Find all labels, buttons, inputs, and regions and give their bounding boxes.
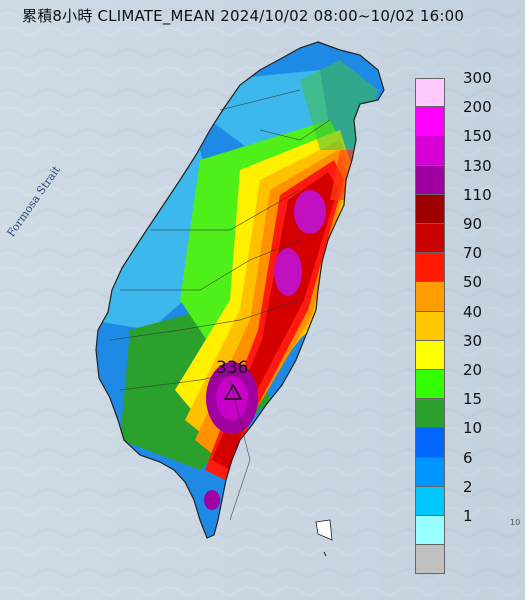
legend-swatch	[415, 253, 445, 283]
edge-mark: 10	[510, 518, 521, 527]
legend-swatch	[415, 78, 445, 108]
legend-swatch	[415, 370, 445, 400]
legend-label: 70	[463, 244, 483, 263]
legend-label: 110	[463, 185, 492, 204]
legend-swatch	[415, 516, 445, 546]
peak-triangle-icon	[224, 384, 242, 400]
legend-swatch	[415, 282, 445, 312]
legend-label: 150	[463, 127, 492, 146]
legend-row: 50	[415, 273, 515, 312]
legend-swatch	[415, 107, 445, 137]
legend-swatch	[415, 165, 445, 195]
peak-rainfall-value: 336	[216, 358, 249, 378]
legend-swatch	[415, 136, 445, 166]
legend-swatch	[415, 311, 445, 341]
legend-row	[415, 545, 515, 575]
legend-row: 70	[415, 244, 515, 283]
legend-swatch	[415, 340, 445, 370]
legend-label: 20	[463, 361, 483, 379]
legend-label: 90	[463, 215, 483, 233]
legend-row: 40	[415, 303, 515, 341]
legend-swatch	[415, 224, 445, 254]
legend-label: 300	[463, 69, 492, 87]
legend-label: 15	[463, 390, 483, 409]
legend-label: 1	[463, 507, 473, 525]
legend-swatch	[415, 194, 445, 224]
legend-swatch	[415, 545, 445, 575]
legend-swatch	[415, 486, 445, 516]
legend-row: 1	[415, 507, 515, 546]
legend-label: 30	[463, 331, 483, 350]
legend-row: 130	[415, 157, 515, 195]
legend-label: 50	[463, 273, 483, 292]
legend-row: 6	[415, 449, 515, 487]
legend-row: 15	[415, 390, 515, 429]
map-title: 累積8小時 CLIMATE_MEAN 2024/10/02 08:00~10/0…	[22, 7, 465, 25]
legend-row: 110	[415, 186, 515, 224]
legend-row: 30	[415, 332, 515, 370]
legend-row: 20	[415, 361, 515, 400]
legend-swatch	[415, 399, 445, 429]
legend-label: 2	[463, 477, 473, 496]
legend-row: 90	[415, 215, 515, 254]
legend-row: 2	[415, 478, 515, 516]
legend-row: 200	[415, 98, 515, 137]
legend-row: 300	[415, 69, 515, 108]
legend-label: 130	[463, 156, 492, 175]
legend-row: 10	[415, 419, 515, 458]
legend-label: 40	[463, 302, 483, 321]
legend-label: 6	[463, 448, 473, 467]
legend-row: 150	[415, 127, 515, 166]
legend-swatch	[415, 457, 445, 487]
legend-label: 10	[463, 419, 483, 438]
legend-label: 200	[463, 98, 492, 117]
legend-swatch	[415, 428, 445, 458]
